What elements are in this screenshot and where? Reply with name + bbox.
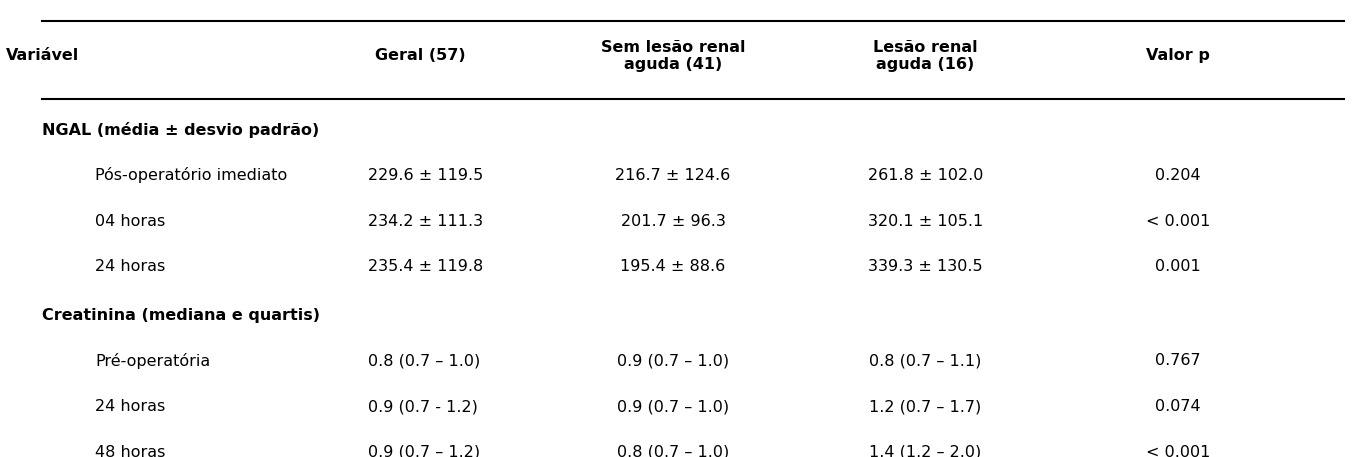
Text: 261.8 ± 102.0: 261.8 ± 102.0 (868, 168, 983, 183)
Text: Variável: Variável (5, 48, 79, 64)
Text: 0.9 (0.7 – 1.2): 0.9 (0.7 – 1.2) (367, 445, 480, 457)
Text: 1.2 (0.7 – 1.7): 1.2 (0.7 – 1.7) (869, 399, 982, 414)
Text: 48 horas: 48 horas (95, 445, 166, 457)
Text: NGAL (média ± desvio padrão): NGAL (média ± desvio padrão) (42, 122, 320, 138)
Text: 235.4 ± 119.8: 235.4 ± 119.8 (367, 260, 483, 274)
Text: 0.9 (0.7 – 1.0): 0.9 (0.7 – 1.0) (617, 353, 729, 368)
Text: Geral (57): Geral (57) (375, 48, 466, 64)
Text: 216.7 ± 124.6: 216.7 ± 124.6 (616, 168, 730, 183)
Text: Pós-operatório imediato: Pós-operatório imediato (95, 167, 287, 183)
Text: Sem lesão renal
aguda (41): Sem lesão renal aguda (41) (601, 40, 745, 72)
Text: 1.4 (1.2 – 2.0): 1.4 (1.2 – 2.0) (869, 445, 982, 457)
Text: Lesão renal
aguda (16): Lesão renal aguda (16) (873, 40, 978, 72)
Text: 0.8 (0.7 – 1.0): 0.8 (0.7 – 1.0) (617, 445, 729, 457)
Text: 24 horas: 24 horas (95, 399, 166, 414)
Text: 24 horas: 24 horas (95, 260, 166, 274)
Text: 0.767: 0.767 (1155, 353, 1201, 368)
Text: 195.4 ± 88.6: 195.4 ± 88.6 (620, 260, 726, 274)
Text: 0.9 (0.7 – 1.0): 0.9 (0.7 – 1.0) (617, 399, 729, 414)
Text: Valor p: Valor p (1146, 48, 1210, 64)
Text: 201.7 ± 96.3: 201.7 ± 96.3 (620, 213, 725, 228)
Text: 0.001: 0.001 (1155, 260, 1201, 274)
Text: Creatinina (mediana e quartis): Creatinina (mediana e quartis) (42, 308, 320, 323)
Text: 04 horas: 04 horas (95, 213, 166, 228)
Text: 234.2 ± 111.3: 234.2 ± 111.3 (367, 213, 483, 228)
Text: 0.8 (0.7 – 1.1): 0.8 (0.7 – 1.1) (869, 353, 982, 368)
Text: 229.6 ± 119.5: 229.6 ± 119.5 (367, 168, 483, 183)
Text: 339.3 ± 130.5: 339.3 ± 130.5 (868, 260, 983, 274)
Text: 320.1 ± 105.1: 320.1 ± 105.1 (868, 213, 983, 228)
Text: < 0.001: < 0.001 (1145, 213, 1210, 228)
Text: 0.9 (0.7 - 1.2): 0.9 (0.7 - 1.2) (367, 399, 477, 414)
Text: 0.204: 0.204 (1155, 168, 1201, 183)
Text: 0.8 (0.7 – 1.0): 0.8 (0.7 – 1.0) (367, 353, 480, 368)
Text: < 0.001: < 0.001 (1145, 445, 1210, 457)
Text: 0.074: 0.074 (1155, 399, 1201, 414)
Text: Pré-operatória: Pré-operatória (95, 353, 211, 369)
